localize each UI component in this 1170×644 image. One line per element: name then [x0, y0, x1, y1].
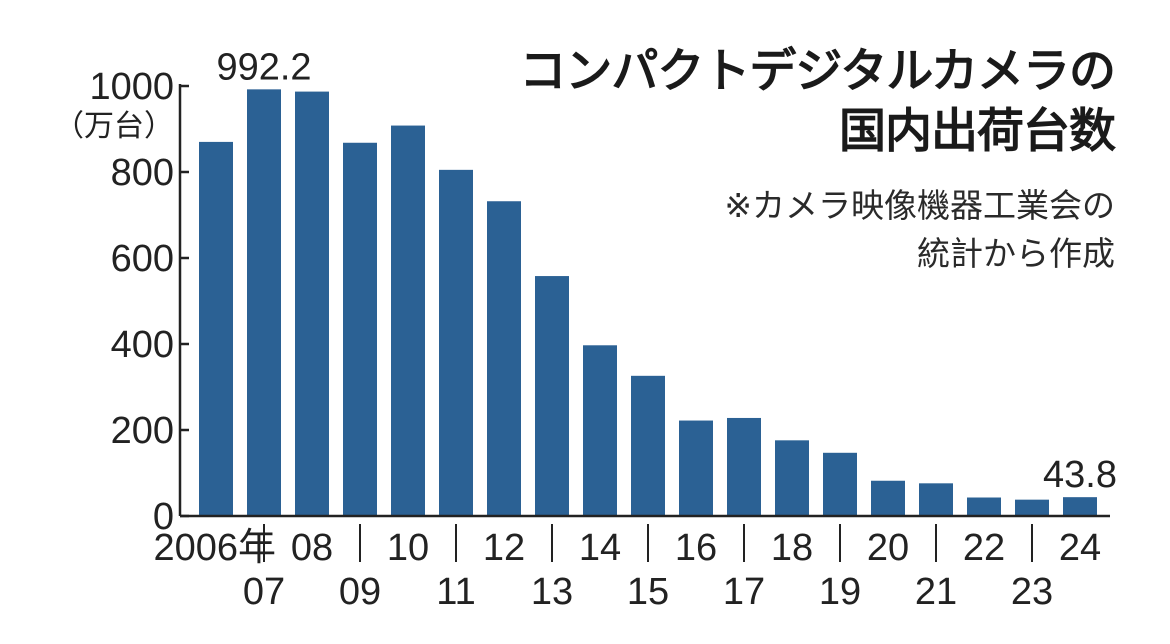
bar-5: [439, 169, 473, 516]
bar-3: [343, 142, 377, 516]
x-tick-label-3: 09: [339, 571, 381, 613]
source-note: ※カメラ映像機器工業会の 統計から作成: [724, 182, 1115, 278]
x-tick-label-9: 15: [627, 571, 669, 613]
data-label-0: 992.2: [216, 46, 311, 88]
x-tick-label-14: 20: [867, 527, 909, 569]
bar-9: [631, 375, 665, 516]
chart-title-line-2: 国内出荷台数: [839, 104, 1116, 159]
x-tick-label-2: 08: [291, 527, 333, 569]
y-tick-label-3: 600: [111, 238, 174, 280]
x-tick-label-17: 23: [1011, 571, 1053, 613]
y-tick-label-0: 0: [153, 496, 174, 538]
x-tick-label-16: 22: [963, 527, 1005, 569]
data-label-1: 43.8: [1043, 454, 1117, 496]
source-note-line-1: ※カメラ映像機器工業会の: [724, 186, 1115, 225]
bar-12: [775, 440, 809, 516]
x-tick-label-1: 07: [243, 571, 285, 613]
bar-18: [1063, 497, 1097, 516]
bar-16: [967, 497, 1001, 516]
x-tick-label-12: 18: [771, 527, 813, 569]
y-tick-label-5: 1000: [89, 66, 174, 108]
bar-8: [583, 345, 617, 516]
bar-1: [247, 89, 281, 516]
x-tick-label-10: 16: [675, 527, 717, 569]
bar-6: [487, 201, 521, 517]
bar-10: [679, 420, 713, 516]
bar-13: [823, 452, 857, 516]
chart-title-line-1: コンパクトデジタルカメラの: [519, 44, 1116, 99]
bar-17: [1015, 499, 1049, 516]
chart-title: コンパクトデジタルカメラの 国内出荷台数: [519, 42, 1116, 162]
source-note-line-2: 統計から作成: [917, 234, 1115, 273]
x-tick-label-8: 14: [579, 527, 621, 569]
bar-2: [295, 91, 329, 516]
x-tick-label-11: 17: [723, 571, 765, 613]
bar-11: [727, 417, 761, 516]
bar-15: [919, 483, 953, 516]
y-tick-label-1: 200: [111, 410, 174, 452]
bar-0: [199, 141, 233, 516]
x-tick-label-13: 19: [819, 571, 861, 613]
x-tick-label-6: 12: [483, 527, 525, 569]
y-tick-label-2: 400: [111, 324, 174, 366]
x-tick-label-5: 11: [436, 571, 475, 613]
bar-14: [871, 480, 905, 516]
y-axis-unit: （万台）: [54, 109, 174, 144]
y-tick-label-4: 800: [111, 152, 174, 194]
x-tick-label-18: 24: [1059, 527, 1101, 569]
bar-7: [535, 276, 569, 516]
x-tick-label-4: 10: [387, 527, 429, 569]
x-tick-label-15: 21: [915, 571, 957, 613]
x-tick-label-7: 13: [531, 571, 573, 613]
x-tick-label-0: 2006年: [153, 527, 276, 569]
bar-4: [391, 125, 425, 516]
